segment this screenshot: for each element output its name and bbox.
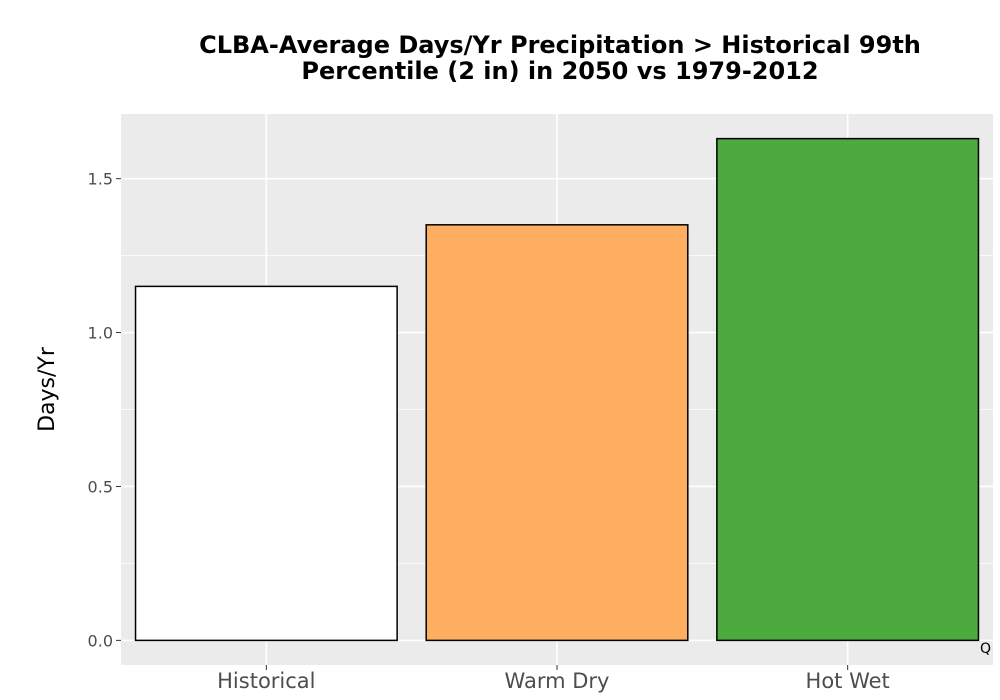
bar-warm-dry xyxy=(425,224,689,642)
chart-title: CLBA-Average Days/Yr Precipitation > His… xyxy=(120,32,1000,84)
y-tick-label: 1.5 xyxy=(88,170,113,189)
corner-mark: Q xyxy=(980,641,991,657)
bar-hot-wet xyxy=(716,137,980,642)
x-tick-label: Historical xyxy=(217,669,315,693)
x-tick-label: Hot Wet xyxy=(806,669,890,693)
y-tick-label: 1.0 xyxy=(88,324,113,343)
y-tick-label: 0.0 xyxy=(88,631,113,650)
chart-title-line-1: CLBA-Average Days/Yr Precipitation > His… xyxy=(199,31,921,59)
bar-historical xyxy=(134,285,398,642)
bars xyxy=(134,137,980,642)
x-tick-label: Warm Dry xyxy=(505,669,610,693)
y-axis-title: Days/Yr xyxy=(35,346,60,432)
x-axis: Historical Warm Dry Hot Wet xyxy=(217,665,890,693)
y-tick-label: 0.5 xyxy=(88,477,113,496)
y-axis: 0.0 0.5 1.0 1.5 xyxy=(88,170,121,650)
chart-title-line-2: Percentile (2 in) in 2050 vs 1979-2012 xyxy=(301,57,819,85)
